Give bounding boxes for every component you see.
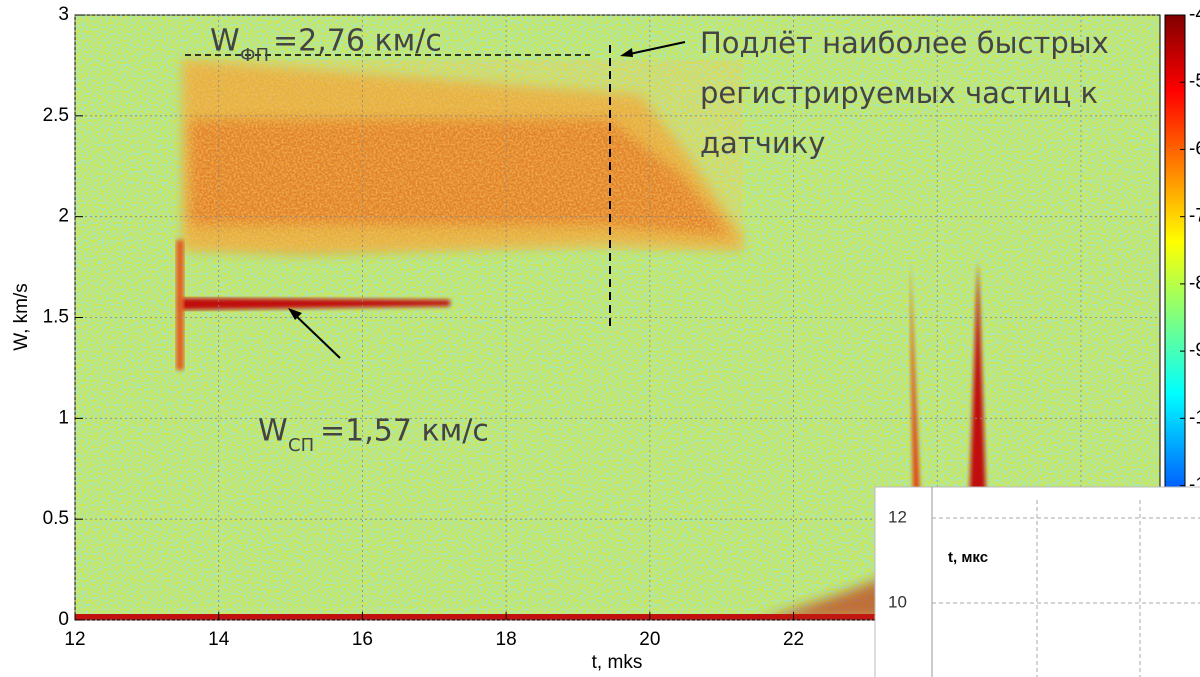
colorbar-tick-label: -7 (1189, 206, 1200, 227)
y-tick-label: 0 (58, 609, 69, 630)
x-tick-label: 22 (783, 629, 804, 650)
y-tick-label: 2 (58, 206, 69, 227)
inset-label: t, мкс (948, 549, 988, 566)
annotation: W (210, 24, 240, 59)
colorbar-tick-label: -8 (1189, 273, 1200, 294)
annotation: =2,76 км/с (273, 24, 442, 59)
x-tick-label: 16 (352, 629, 373, 650)
colorbar-tick-label: -6 (1189, 138, 1200, 159)
annotation: Подлёт наиболее быстрых (700, 26, 1109, 60)
arrow (624, 41, 686, 56)
annotation: W (258, 414, 288, 449)
x-tick-label: 20 (639, 629, 660, 650)
colorbar-tick-label: -11 (1189, 475, 1200, 496)
y-tick-label: 3 (58, 4, 69, 25)
annotation: ФП (240, 45, 269, 66)
colorbar-tick-label: -10 (1189, 407, 1200, 428)
arrow-head (620, 48, 633, 57)
y-tick-label: 1.5 (43, 307, 69, 328)
inset-tick-label: 10 (888, 592, 907, 611)
arrow-head (288, 308, 302, 320)
x-tick-label: 12 (64, 629, 85, 650)
annotation: датчику (700, 126, 825, 160)
colorbar-tick-label: -4 (1189, 4, 1200, 25)
annotation: регистрируемых частиц к (700, 76, 1098, 110)
arrow (291, 311, 341, 359)
x-axis-label: t, mks (592, 652, 643, 673)
inset-tick-label: 12 (888, 507, 907, 526)
y-tick-label: 2.5 (43, 105, 69, 126)
annotation: =1,57 км/с (320, 414, 489, 449)
colorbar-tick-label: -5 (1189, 71, 1200, 92)
x-tick-label: 14 (208, 629, 230, 650)
y-tick-label: 1 (58, 407, 69, 428)
y-axis-label: W, km/s (11, 283, 32, 351)
annotation: СП (288, 435, 314, 456)
x-tick-label: 18 (496, 629, 517, 650)
colorbar-tick-label: -9 (1189, 340, 1200, 361)
y-tick-label: 0.5 (43, 508, 69, 529)
inset: t, мкс 10 12 (874, 486, 1200, 677)
inset-frame (874, 486, 1200, 677)
